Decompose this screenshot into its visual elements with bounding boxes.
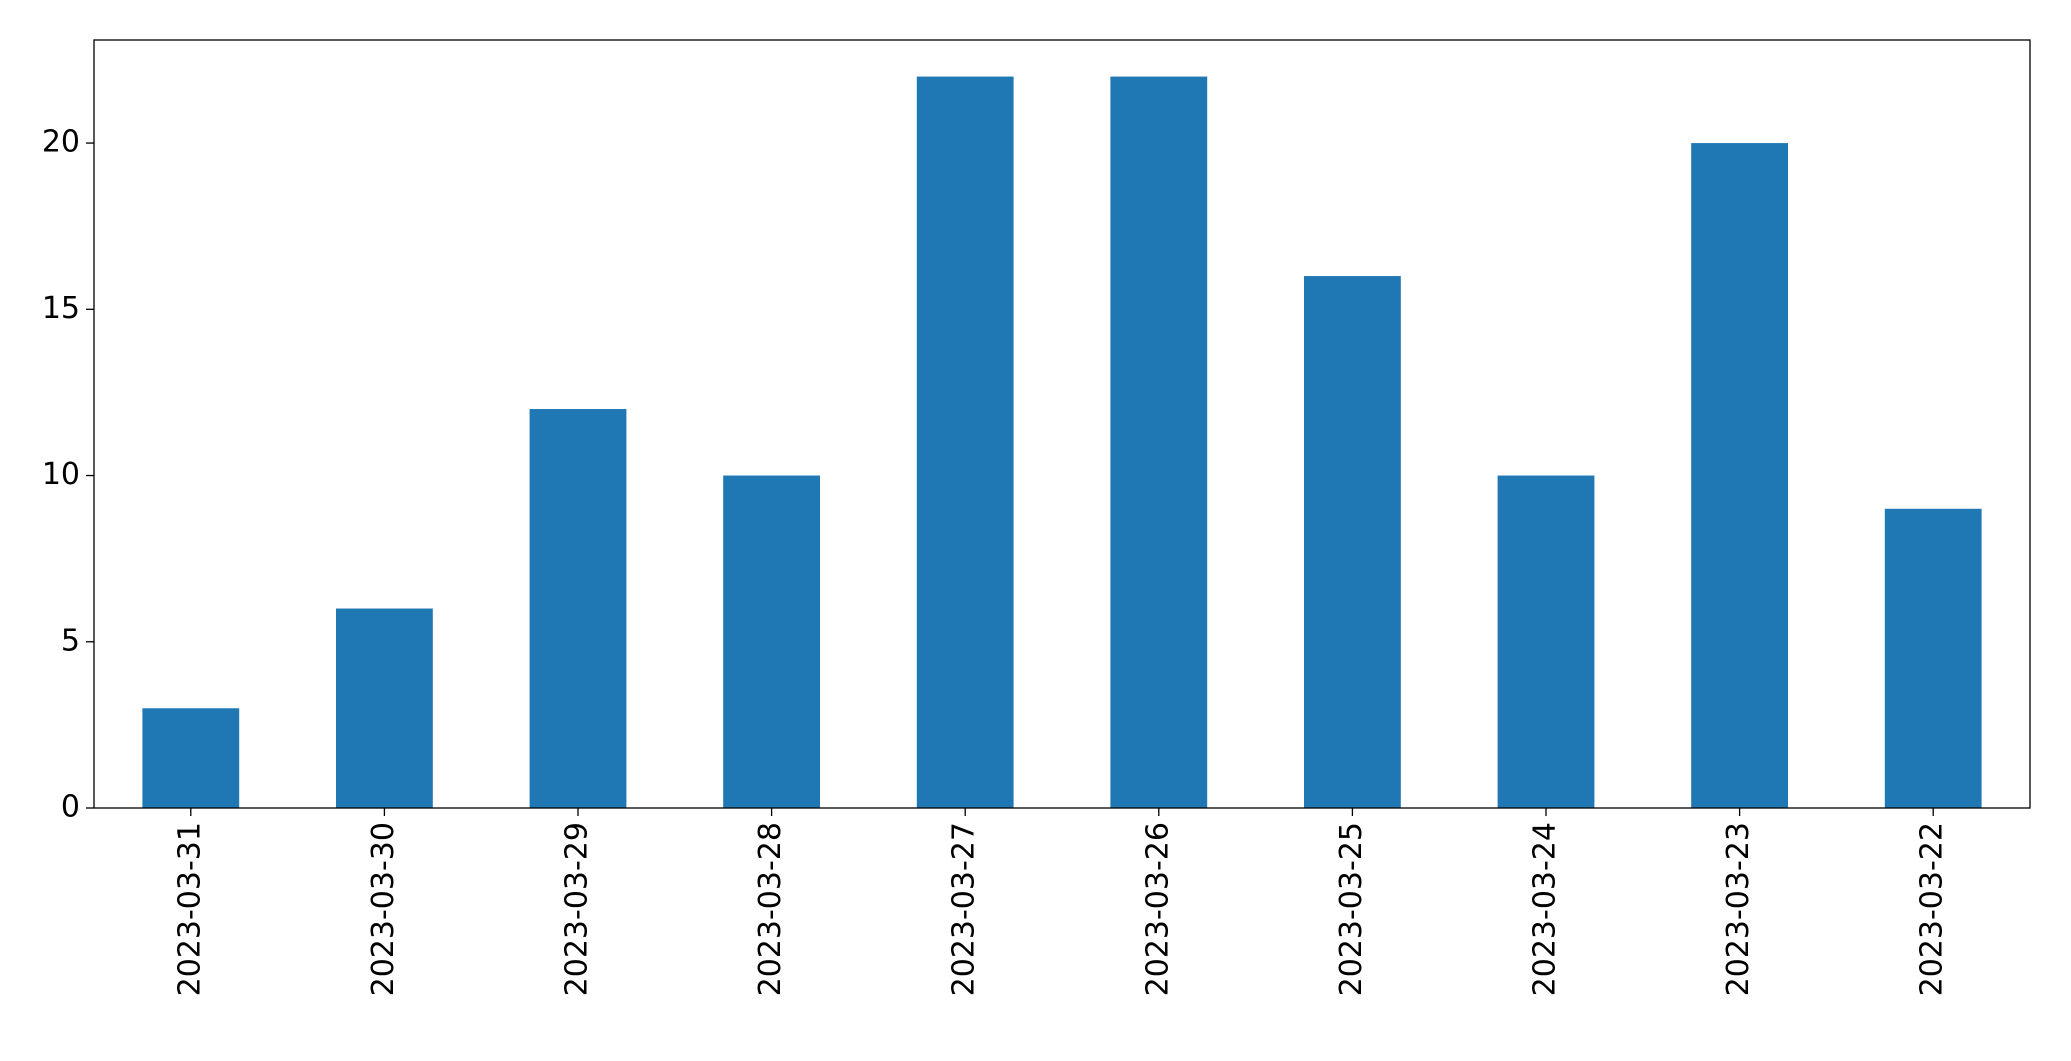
- bar: [336, 608, 433, 808]
- y-tick-label: 0: [61, 790, 80, 825]
- bar: [1110, 76, 1208, 809]
- x-tick-label: 2023-03-25: [1334, 822, 1369, 996]
- y-tick-label: 5: [61, 623, 80, 658]
- y-tick-label: 20: [42, 125, 80, 160]
- x-tick-label: 2023-03-22: [1915, 822, 1950, 996]
- x-tick-label: 2023-03-24: [1528, 822, 1563, 996]
- bar: [1497, 475, 1595, 808]
- bar: [723, 475, 820, 808]
- bar: [142, 708, 240, 808]
- bar: [1884, 508, 1982, 808]
- bar: [1304, 276, 1401, 808]
- bar: [1691, 143, 1788, 808]
- x-tick-label: 2023-03-29: [560, 822, 595, 996]
- x-tick-label: 2023-03-26: [1140, 822, 1175, 996]
- x-tick-label: 2023-03-31: [172, 822, 207, 996]
- bar: [529, 409, 627, 808]
- x-tick-label: 2023-03-28: [753, 822, 788, 996]
- x-tick-label: 2023-03-27: [947, 822, 982, 996]
- x-tick-label: 2023-03-23: [1721, 822, 1756, 996]
- x-tick-label: 2023-03-30: [366, 822, 401, 996]
- y-tick-label: 10: [42, 457, 80, 492]
- plot-frame: [93, 39, 2031, 809]
- y-tick-label: 15: [42, 291, 80, 326]
- bar: [916, 76, 1014, 809]
